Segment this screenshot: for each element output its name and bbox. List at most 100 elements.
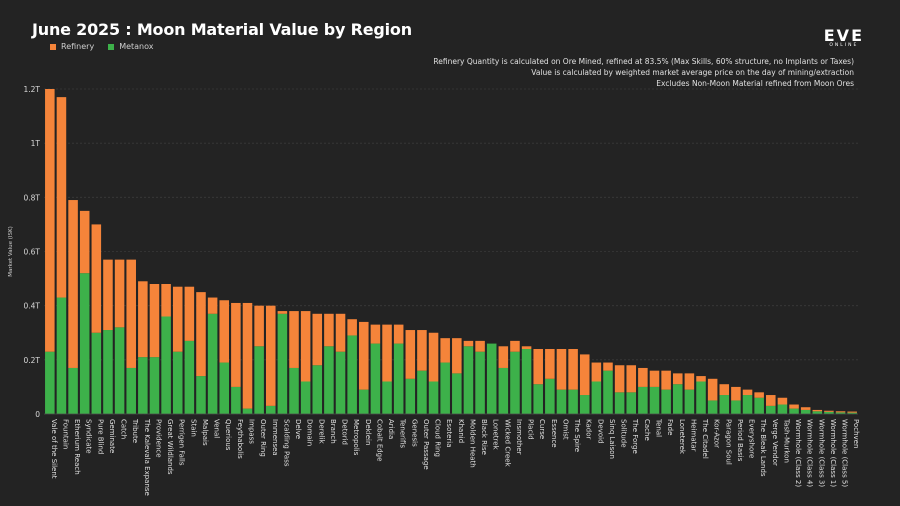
bar-metanox <box>184 340 195 414</box>
bar-refinery <box>591 362 602 382</box>
bar-metanox <box>707 400 718 414</box>
bar-metanox <box>417 370 427 414</box>
x-tick-label: Aridia <box>387 419 395 439</box>
bar-refinery <box>312 313 323 366</box>
x-tick-label: Wormhole (Class 3) <box>817 419 825 487</box>
legend-label-refinery: Refinery <box>61 42 95 51</box>
bar-metanox <box>800 409 811 414</box>
x-tick-label: Querious <box>224 419 232 451</box>
bar-refinery <box>196 292 206 377</box>
bar-refinery <box>45 89 55 352</box>
bar-refinery <box>614 365 625 393</box>
bar-metanox <box>777 404 788 414</box>
bar-metanox <box>91 332 102 414</box>
x-tick-label: Providence <box>154 419 162 458</box>
bar-refinery <box>417 330 427 371</box>
x-tick-label: Great Wildlands <box>166 419 174 475</box>
bar-refinery <box>777 397 788 405</box>
x-tick-label: The Spire <box>573 418 581 452</box>
bar-metanox <box>649 386 660 414</box>
bar-metanox <box>347 335 357 414</box>
legend-item-metanox: Metanox <box>108 42 154 51</box>
x-tick-label: Wormhole (Class 2) <box>794 419 802 487</box>
bar-refinery <box>672 373 683 385</box>
x-tick-label: Insmother <box>515 419 523 455</box>
logo-subtext: ONLINE <box>829 43 859 48</box>
bar-metanox <box>300 381 311 414</box>
bar-metanox <box>812 411 823 414</box>
bar-metanox <box>324 346 334 414</box>
bar-metanox <box>382 381 392 414</box>
bar-refinery <box>579 354 590 396</box>
bar-refinery <box>126 259 136 368</box>
bar-metanox <box>138 357 148 414</box>
x-tick-label: Branch <box>329 419 337 444</box>
bar-metanox <box>312 365 323 414</box>
x-tick-label: Omist <box>561 419 569 440</box>
bar-refinery <box>707 378 718 401</box>
bar-refinery <box>812 409 823 412</box>
legend-label-metanox: Metanox <box>119 42 154 51</box>
eve-online-logo: EVE ONLINE <box>824 26 864 48</box>
x-tick-label: Tenal <box>655 418 663 437</box>
bar-refinery <box>172 286 183 352</box>
x-tick-label: The Bleak Lands <box>759 418 767 477</box>
legend-item-refinery: Refinery <box>50 42 94 51</box>
bar-metanox <box>533 384 543 414</box>
x-tick-label: Deklein <box>364 419 372 445</box>
x-tick-label: Pochven <box>852 419 860 448</box>
bar-refinery <box>103 259 113 331</box>
y-tick-label: 0.4T <box>23 302 40 311</box>
bar-metanox <box>172 351 183 414</box>
x-tick-label: Khanid <box>457 419 465 443</box>
bar-metanox <box>614 392 625 414</box>
x-tick-label: Fountain <box>61 419 69 449</box>
bar-metanox <box>731 400 741 414</box>
chart-title: June 2025 : Moon Material Value by Regio… <box>32 20 412 39</box>
bar-refinery <box>347 319 357 336</box>
bar-refinery <box>56 97 67 298</box>
bar-refinery <box>277 311 288 314</box>
bar-refinery <box>265 305 276 406</box>
legend-swatch-metanox <box>108 43 115 50</box>
x-tick-label: Delve <box>294 419 302 439</box>
x-tick-label: Perrigen Falls <box>178 419 186 466</box>
note-refinery: Refinery Quantity is calculated on Ore M… <box>433 57 854 66</box>
bar-metanox <box>242 408 253 414</box>
x-tick-label: The Forge <box>631 418 639 454</box>
x-tick-label: Wicked Creek <box>503 419 511 468</box>
bar-metanox <box>835 412 846 414</box>
bar-metanox <box>766 405 776 414</box>
bar-metanox <box>486 343 497 414</box>
x-tick-label: Domain <box>306 419 314 446</box>
bar-metanox <box>579 395 590 414</box>
bar-metanox <box>289 367 299 414</box>
bar-metanox <box>591 381 602 414</box>
x-tick-label: Syndicate <box>85 419 93 454</box>
x-tick-label: Verge Vendor <box>771 419 779 466</box>
bar-metanox <box>196 376 206 414</box>
x-tick-label: Malpais <box>201 419 209 446</box>
x-tick-label: Molden Heath <box>468 419 476 468</box>
bar-metanox <box>149 357 160 414</box>
bar-refinery <box>475 340 485 352</box>
x-tick-label: Scalding Pass <box>282 419 290 467</box>
y-tick-label: 0.8T <box>23 193 40 202</box>
bar-metanox <box>405 378 416 414</box>
x-tick-label: Etherium Reach <box>73 419 81 475</box>
bar-refinery <box>149 284 160 358</box>
bar-metanox <box>231 386 241 414</box>
y-tick-label: 0 <box>35 410 40 419</box>
bar-refinery <box>242 302 253 409</box>
bar-refinery <box>79 210 90 274</box>
bar-metanox <box>68 367 78 414</box>
x-tick-label: Kor-Azor <box>713 419 721 448</box>
x-tick-label: Solitude <box>620 419 628 448</box>
x-tick-label: Loneterek <box>678 419 686 455</box>
bar-metanox <box>556 389 567 414</box>
bar-metanox <box>79 273 90 414</box>
x-tick-label: Cloud Ring <box>434 419 442 457</box>
x-tick-label: Tash-Murkon <box>782 418 790 463</box>
bar-refinery <box>91 224 102 333</box>
x-tick-label: Catch <box>120 419 128 439</box>
